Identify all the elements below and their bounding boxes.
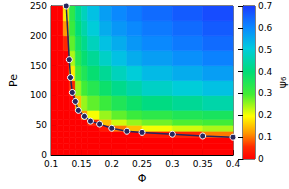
- svg-text:0.15: 0.15: [71, 159, 91, 169]
- svg-text:0.3: 0.3: [165, 159, 179, 169]
- svg-text:0.1: 0.1: [258, 132, 272, 142]
- svg-text:250: 250: [30, 1, 47, 11]
- svg-text:0.4: 0.4: [258, 67, 273, 77]
- svg-text:Φ: Φ: [138, 172, 147, 185]
- svg-text:0.2: 0.2: [105, 159, 119, 169]
- svg-text:0.25: 0.25: [132, 159, 152, 169]
- svg-text:0.2: 0.2: [258, 110, 272, 120]
- svg-text:150: 150: [30, 61, 47, 71]
- svg-text:ψ₆: ψ₆: [276, 76, 289, 88]
- svg-text:50: 50: [36, 120, 48, 130]
- svg-text:100: 100: [30, 90, 47, 100]
- svg-text:0.7: 0.7: [258, 1, 272, 11]
- svg-text:0.4: 0.4: [226, 159, 241, 169]
- svg-text:0.6: 0.6: [258, 23, 273, 33]
- svg-text:0.35: 0.35: [193, 159, 213, 169]
- svg-text:0: 0: [41, 150, 48, 161]
- svg-text:Pe: Pe: [7, 74, 20, 87]
- svg-text:200: 200: [30, 31, 47, 41]
- svg-text:0.3: 0.3: [258, 88, 272, 98]
- svg-text:0: 0: [258, 154, 264, 164]
- svg-text:0.1: 0.1: [44, 159, 58, 169]
- svg-text:0.5: 0.5: [258, 45, 272, 55]
